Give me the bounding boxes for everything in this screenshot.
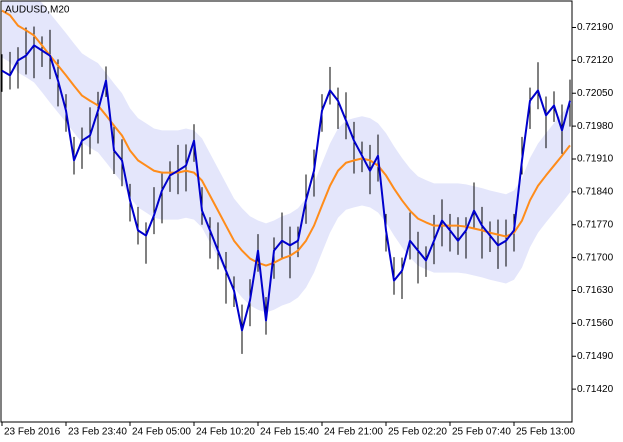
series-line: [1, 9, 571, 267]
price-bar: [25, 27, 27, 75]
price-bar: [417, 231, 419, 284]
price-bar: [289, 226, 291, 279]
price-bar: [353, 121, 355, 174]
price-bar: [185, 144, 187, 192]
price-bar: [505, 219, 507, 267]
price-bar: [401, 257, 403, 299]
price-bar: [217, 222, 219, 270]
price-bar: [33, 26, 35, 79]
y-tick-label: 0.72190: [577, 22, 614, 33]
price-bar: [481, 206, 483, 259]
price-bar: [473, 182, 475, 230]
price-bar: [297, 226, 299, 258]
y-tick-label: 0.71490: [577, 351, 614, 362]
price-bar: [9, 51, 11, 90]
plot-frame: [0, 0, 573, 423]
x-tick-label: 24 Feb 05:00: [132, 427, 191, 438]
price-bar: [137, 206, 139, 245]
price-bar: [209, 217, 211, 259]
price-bar: [465, 217, 467, 259]
x-tick-label: 25 Feb 13:00: [516, 427, 575, 438]
x-tick-label: 24 Feb 15:40: [260, 427, 319, 438]
x-tick-label: 23 Feb 2016: [4, 427, 61, 438]
price-bar: [329, 66, 331, 105]
x-tick-label: 25 Feb 02:20: [388, 427, 447, 438]
y-tick-label: 0.71840: [577, 187, 614, 198]
y-tick-label: 0.71630: [577, 285, 614, 296]
y-tick-label: 0.71560: [577, 318, 614, 329]
price-bar: [1, 54, 3, 92]
price-bar: [545, 96, 547, 149]
price-bar: [225, 251, 227, 304]
series-line: [1, 44, 571, 332]
price-bar: [161, 171, 163, 224]
price-bar: [425, 246, 427, 277]
y-tick-label: 0.72050: [577, 88, 614, 99]
price-bar: [457, 217, 459, 255]
price-bar: [409, 212, 411, 260]
price-bar: [345, 92, 347, 140]
price-bar: [97, 91, 99, 144]
x-tick-label: 24 Feb 21:00: [324, 427, 383, 438]
band: [2, 1, 570, 313]
price-bar: [281, 212, 283, 260]
y-tick-label: 0.72120: [577, 55, 614, 66]
price-bar: [337, 87, 339, 129]
y-tick-label: 0.71420: [577, 384, 614, 395]
price-bar: [89, 107, 91, 155]
x-tick-label: 25 Feb 07:40: [452, 427, 511, 438]
price-bar: [153, 187, 155, 235]
chart-title: AUDUSD,M20: [5, 5, 70, 16]
y-tick-label: 0.71910: [577, 154, 614, 165]
plot-area: [1, 1, 571, 354]
price-bar: [17, 47, 19, 89]
y-tick-label: 0.71770: [577, 219, 614, 230]
y-tick-label: 0.71980: [577, 121, 614, 132]
x-tick-label: 24 Feb 10:20: [196, 427, 255, 438]
price-bar: [449, 213, 451, 252]
price-bar: [81, 127, 83, 169]
price-bar: [145, 222, 147, 264]
price-bar: [537, 62, 539, 110]
x-tick-label: 23 Feb 23:40: [68, 427, 127, 438]
y-tick-label: 0.71700: [577, 252, 614, 263]
